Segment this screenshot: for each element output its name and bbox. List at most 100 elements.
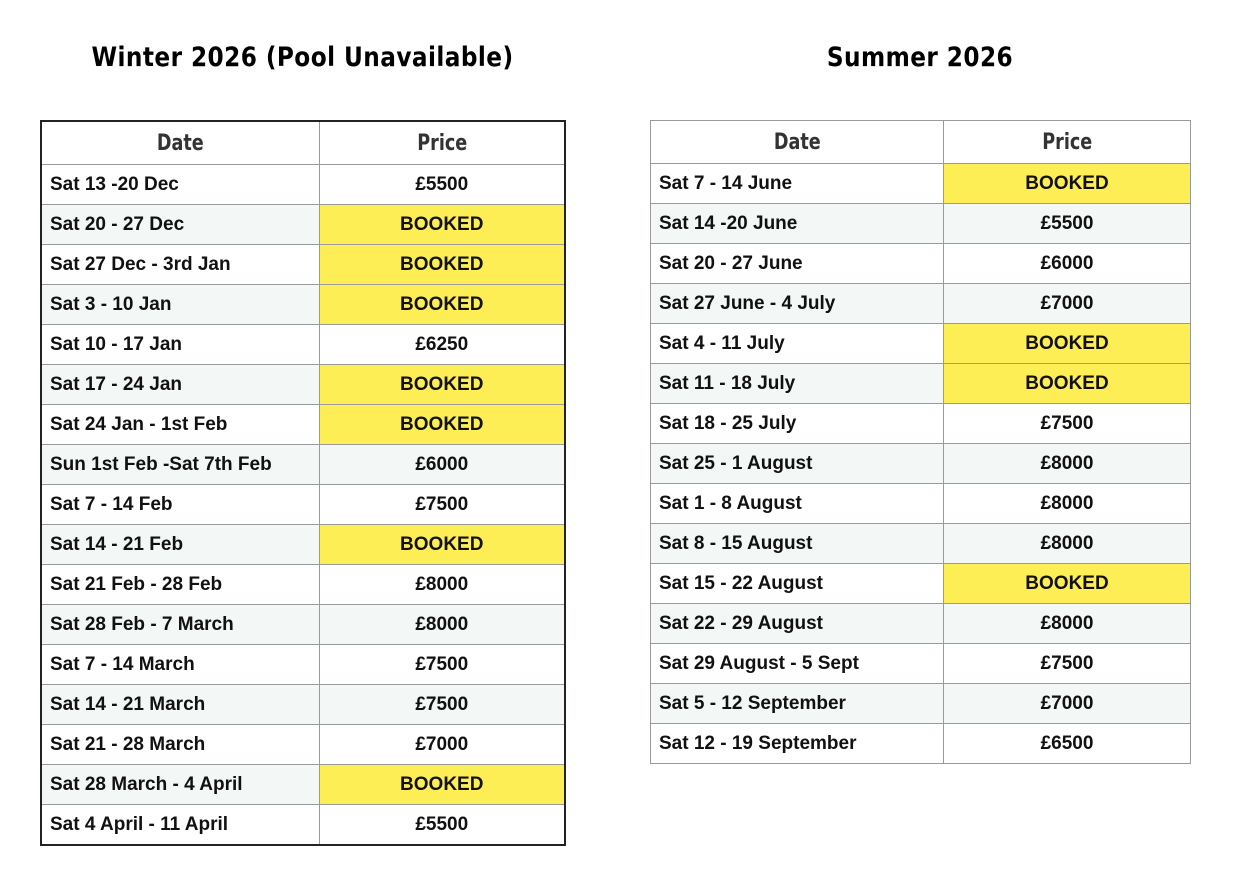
table-row: Sat 20 - 27 Dec BOOKED: [40, 204, 566, 245]
price-cell: £7000: [943, 683, 1191, 724]
price-cell: £8000: [943, 603, 1191, 644]
price-cell: £7500: [318, 644, 566, 685]
booked-cell: BOOKED: [943, 163, 1191, 204]
date-cell: Sat 20 - 27 June: [650, 243, 944, 284]
header-row: Date Price: [40, 120, 566, 165]
table-row: Sat 27 Dec - 3rd Jan BOOKED: [40, 244, 566, 285]
table-row: Sat 8 - 15 August £8000: [650, 523, 1191, 564]
date-cell: Sat 22 - 29 August: [650, 603, 944, 644]
date-cell: Sat 20 - 27 Dec: [40, 204, 320, 245]
date-cell: Sat 4 - 11 July: [650, 323, 944, 364]
booked-cell: BOOKED: [318, 524, 566, 565]
price-header: Price: [318, 120, 566, 165]
booked-cell: BOOKED: [318, 764, 566, 805]
table-row: Sat 7 - 14 March £7500: [40, 644, 566, 685]
winter-price-table: Date Price Sat 13 -20 Dec £5500 Sat 20 - 2…: [40, 120, 566, 846]
table-row: Sat 20 - 27 June £6000: [650, 243, 1191, 284]
price-cell: £8000: [318, 604, 566, 645]
booked-cell: BOOKED: [943, 563, 1191, 604]
table-row: Sat 22 - 29 August £8000: [650, 603, 1191, 644]
date-cell: Sat 8 - 15 August: [650, 523, 944, 564]
price-cell: £6000: [943, 243, 1191, 284]
table-row: Sat 12 - 19 September £6500: [650, 723, 1191, 764]
date-cell: Sat 27 Dec - 3rd Jan: [40, 244, 320, 285]
table-row: Sat 21 - 28 March £7000: [40, 724, 566, 765]
date-cell: Sat 7 - 14 June: [650, 163, 944, 204]
price-cell: £7500: [943, 403, 1191, 444]
price-cell: £6000: [318, 444, 566, 485]
price-cell: £8000: [943, 483, 1191, 524]
table-row: Sat 5 - 12 September £7000: [650, 683, 1191, 724]
price-cell: £7000: [943, 283, 1191, 324]
table-row: Sat 28 March - 4 April BOOKED: [40, 764, 566, 805]
date-cell: Sat 18 - 25 July: [650, 403, 944, 444]
price-cell: £8000: [943, 523, 1191, 564]
date-cell: Sat 5 - 12 September: [650, 683, 944, 724]
table-row: Sat 4 April - 11 April £5500: [40, 804, 566, 846]
table-row: Sun 1st Feb -Sat 7th Feb £6000: [40, 444, 566, 485]
table-row: Sat 1 - 8 August £8000: [650, 483, 1191, 524]
table-row: Sat 14 -20 June £5500: [650, 203, 1191, 244]
table-row: Sat 29 August - 5 Sept £7500: [650, 643, 1191, 684]
date-cell: Sat 28 March - 4 April: [40, 764, 320, 805]
table-row: Sat 18 - 25 July £7500: [650, 403, 1191, 444]
summer-price-table: Date Price Sat 7 - 14 June BOOKED Sat 14 -…: [650, 120, 1191, 764]
table-row: Sat 4 - 11 July BOOKED: [650, 323, 1191, 364]
date-cell: Sat 21 Feb - 28 Feb: [40, 564, 320, 605]
table-row: Sat 7 - 14 June BOOKED: [650, 163, 1191, 204]
booked-cell: BOOKED: [318, 244, 566, 285]
summer-title: Summer 2026: [826, 42, 1014, 73]
price-cell: £7000: [318, 724, 566, 765]
table-row: Sat 24 Jan - 1st Feb BOOKED: [40, 404, 566, 445]
date-cell: Sat 17 - 24 Jan: [40, 364, 320, 405]
table-row: Sat 13 -20 Dec £5500: [40, 164, 566, 205]
date-cell: Sat 13 -20 Dec: [40, 164, 320, 205]
table-row: Sat 11 - 18 July BOOKED: [650, 363, 1191, 404]
booked-cell: BOOKED: [318, 204, 566, 245]
table-row: Sat 25 - 1 August £8000: [650, 443, 1191, 484]
header-row: Date Price: [650, 120, 1191, 164]
winter-title: Winter 2026 (Pool Unavailable): [91, 42, 514, 73]
table-row: Sat 15 - 22 August BOOKED: [650, 563, 1191, 604]
date-cell: Sat 15 - 22 August: [650, 563, 944, 604]
date-cell: Sat 21 - 28 March: [40, 724, 320, 765]
booked-cell: BOOKED: [943, 363, 1191, 404]
date-cell: Sat 24 Jan - 1st Feb: [40, 404, 320, 445]
price-cell: £5500: [318, 164, 566, 205]
price-cell: £6500: [943, 723, 1191, 764]
price-cell: £8000: [943, 443, 1191, 484]
booked-cell: BOOKED: [318, 364, 566, 405]
date-cell: Sat 14 - 21 Feb: [40, 524, 320, 565]
price-cell: £5500: [318, 804, 566, 846]
table-row: Sat 21 Feb - 28 Feb £8000: [40, 564, 566, 605]
date-cell: Sat 27 June - 4 July: [650, 283, 944, 324]
date-cell: Sat 14 - 21 March: [40, 684, 320, 725]
table-row: Sat 14 - 21 March £7500: [40, 684, 566, 725]
date-cell: Sat 14 -20 June: [650, 203, 944, 244]
date-cell: Sat 12 - 19 September: [650, 723, 944, 764]
date-cell: Sat 29 August - 5 Sept: [650, 643, 944, 684]
date-cell: Sat 25 - 1 August: [650, 443, 944, 484]
date-cell: Sat 3 - 10 Jan: [40, 284, 320, 325]
price-cell: £7500: [943, 643, 1191, 684]
price-cell: £7500: [318, 484, 566, 525]
date-cell: Sun 1st Feb -Sat 7th Feb: [40, 444, 320, 485]
date-cell: Sat 28 Feb - 7 March: [40, 604, 320, 645]
date-header: Date: [40, 120, 320, 165]
date-cell: Sat 10 - 17 Jan: [40, 324, 320, 365]
booked-cell: BOOKED: [943, 323, 1191, 364]
table-row: Sat 17 - 24 Jan BOOKED: [40, 364, 566, 405]
table-row: Sat 3 - 10 Jan BOOKED: [40, 284, 566, 325]
date-cell: Sat 1 - 8 August: [650, 483, 944, 524]
price-header: Price: [943, 120, 1191, 164]
date-cell: Sat 7 - 14 Feb: [40, 484, 320, 525]
table-row: Sat 14 - 21 Feb BOOKED: [40, 524, 566, 565]
booked-cell: BOOKED: [318, 284, 566, 325]
date-header: Date: [650, 120, 944, 164]
date-cell: Sat 7 - 14 March: [40, 644, 320, 685]
price-cell: £5500: [943, 203, 1191, 244]
table-row: Sat 7 - 14 Feb £7500: [40, 484, 566, 525]
table-row: Sat 27 June - 4 July £7000: [650, 283, 1191, 324]
price-cell: £6250: [318, 324, 566, 365]
date-cell: Sat 4 April - 11 April: [40, 804, 320, 846]
